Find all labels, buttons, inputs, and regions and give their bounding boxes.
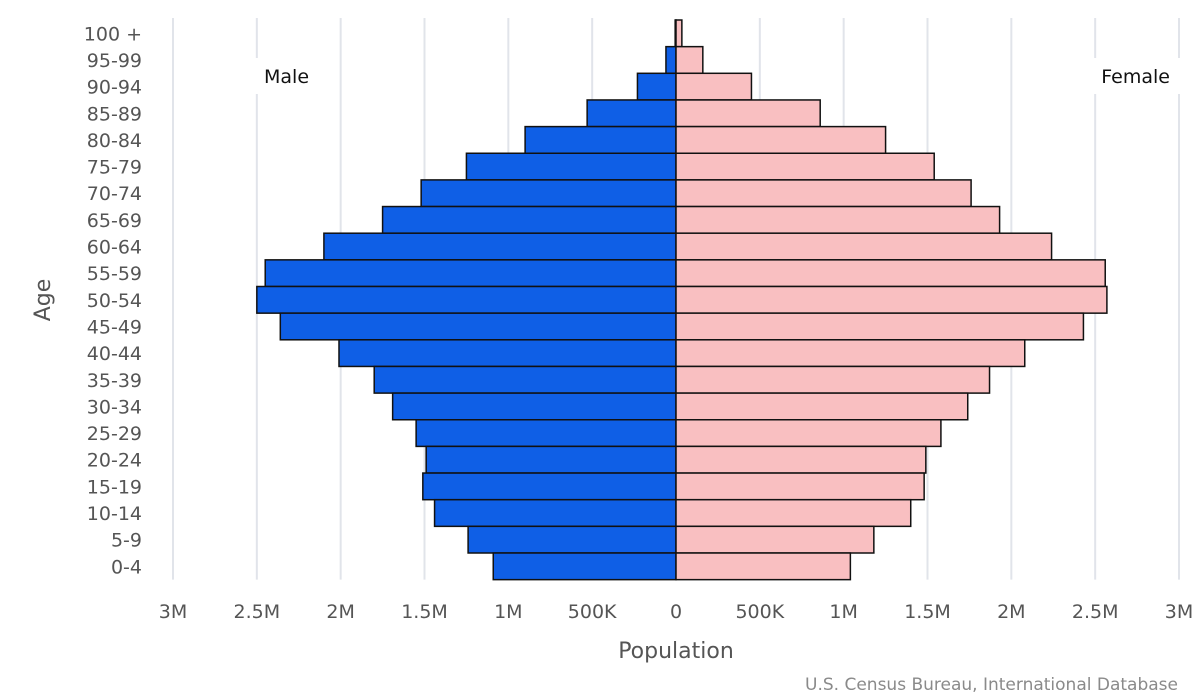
female-bar[interactable] — [675, 312, 1085, 341]
male-bar[interactable] — [433, 498, 677, 528]
y-axis-ticks: 100 + 95-99 90-94 85-89 80-84 75-79 70-74 65-69… — [84, 23, 142, 578]
x-tick-label: 2M — [326, 601, 354, 623]
x-tick-label: 3M — [159, 601, 187, 623]
male-bar[interactable] — [391, 392, 677, 421]
y-tick-label: 30-34 — [87, 396, 142, 418]
female-bar[interactable] — [675, 552, 852, 581]
female-series-label: Female — [1101, 66, 1170, 88]
y-tick-label: 35-39 — [87, 370, 142, 392]
male-bar[interactable] — [323, 232, 677, 261]
y-tick-label: 85-89 — [87, 103, 142, 125]
female-bar[interactable] — [675, 205, 1001, 234]
x-tick-label: 1M — [494, 601, 522, 623]
female-bar[interactable] — [675, 72, 753, 101]
source-credit: U.S. Census Bureau, International Databa… — [805, 675, 1178, 695]
male-bar[interactable] — [415, 419, 677, 448]
male-series-label: Male — [264, 66, 309, 88]
y-axis-title: Age — [31, 279, 56, 322]
y-tick-label: 90-94 — [87, 77, 142, 99]
female-bar[interactable] — [675, 45, 704, 75]
bars — [256, 19, 1108, 581]
female-bar[interactable] — [675, 285, 1108, 314]
female-bar[interactable] — [675, 125, 887, 154]
female-bar[interactable] — [675, 419, 942, 448]
female-bar[interactable] — [675, 179, 972, 208]
female-label-bg — [1086, 58, 1180, 94]
y-tick-label: 60-64 — [87, 237, 142, 259]
y-tick-label: 50-54 — [87, 290, 142, 312]
male-bar[interactable] — [264, 259, 677, 288]
male-bar[interactable] — [636, 72, 677, 101]
x-tick-label: 500K — [568, 601, 617, 623]
female-bar[interactable] — [675, 445, 927, 474]
y-tick-label: 0-4 — [111, 556, 142, 578]
female-bar[interactable] — [675, 498, 912, 528]
female-bar[interactable] — [675, 365, 991, 394]
y-tick-label: 100 + — [84, 23, 142, 45]
male-bar[interactable] — [425, 445, 677, 474]
y-tick-label: 15-19 — [87, 476, 142, 498]
male-bar[interactable] — [524, 125, 677, 154]
x-tick-label: 3M — [1165, 601, 1193, 623]
female-bar[interactable] — [675, 339, 1026, 368]
x-tick-label: 1.5M — [904, 601, 951, 623]
y-tick-label: 55-59 — [87, 263, 142, 285]
male-bar[interactable] — [420, 179, 677, 208]
x-tick-label: 2M — [997, 601, 1025, 623]
male-bar[interactable] — [586, 99, 677, 128]
female-bar[interactable] — [675, 99, 821, 128]
male-bar[interactable] — [373, 365, 677, 394]
x-tick-label: 2.5M — [1072, 601, 1119, 623]
y-tick-label: 80-84 — [87, 130, 142, 152]
male-bar[interactable] — [338, 339, 677, 368]
x-tick-label: 0 — [670, 601, 682, 623]
female-bar[interactable] — [675, 472, 925, 501]
x-axis-ticks: 3M 2.5M 2M 1.5M 1M 500K 0 500K 1M 1.5M 2M 2.5M 3M — [159, 601, 1193, 623]
female-bar[interactable] — [675, 525, 875, 554]
male-bar[interactable] — [465, 152, 677, 181]
x-tick-label: 1M — [829, 601, 857, 623]
male-bar[interactable] — [492, 552, 677, 581]
female-bar[interactable] — [675, 19, 683, 48]
y-tick-label: 40-44 — [87, 343, 142, 365]
y-tick-label: 5-9 — [111, 530, 142, 552]
y-tick-label: 45-49 — [87, 316, 142, 338]
y-tick-label: 95-99 — [87, 50, 142, 72]
y-tick-label: 70-74 — [87, 183, 142, 205]
y-tick-label: 10-14 — [87, 503, 142, 525]
female-bar[interactable] — [675, 392, 969, 421]
x-tick-label: 500K — [735, 601, 784, 623]
y-tick-label: 20-24 — [87, 450, 142, 472]
x-tick-label: 2.5M — [234, 601, 281, 623]
x-tick-label: 1.5M — [401, 601, 448, 623]
male-bar[interactable] — [665, 45, 677, 75]
y-tick-label: 25-29 — [87, 423, 142, 445]
female-bar[interactable] — [675, 232, 1053, 261]
female-bar[interactable] — [675, 259, 1106, 288]
x-axis-title: Population — [618, 639, 734, 664]
female-bar[interactable] — [675, 152, 935, 181]
male-bar[interactable] — [279, 312, 677, 341]
y-tick-label: 65-69 — [87, 210, 142, 232]
male-bar[interactable] — [381, 205, 677, 234]
male-bar[interactable] — [467, 525, 677, 554]
male-bar[interactable] — [256, 285, 677, 314]
male-bar[interactable] — [422, 472, 677, 501]
male-label-bg — [254, 58, 326, 94]
y-tick-label: 75-79 — [87, 157, 142, 179]
